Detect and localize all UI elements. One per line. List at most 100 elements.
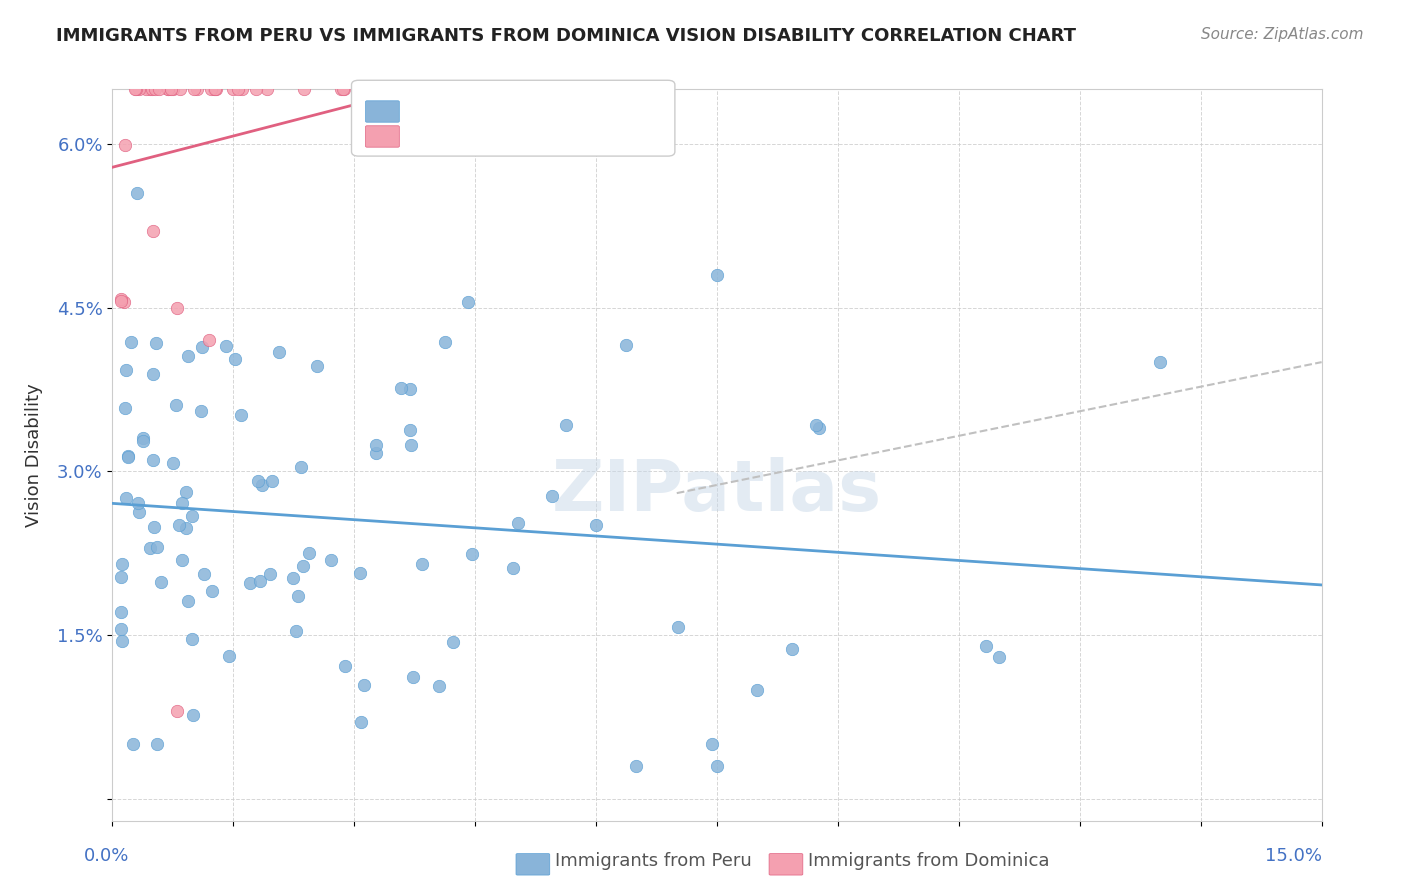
Point (364, 446, 387, 460)
Point (506, 516, 529, 531)
Point (142, 520, 165, 534)
Point (115, 491, 138, 505)
Point (505, 82, 527, 96)
Point (353, 678, 375, 692)
Point (174, 485, 197, 500)
Point (148, 82, 170, 96)
Text: Immigrants from Dominica: Immigrants from Dominica (808, 852, 1050, 870)
Point (332, 82, 354, 96)
Point (988, 649, 1011, 664)
Point (249, 574, 271, 588)
Point (555, 417, 578, 432)
Point (183, 82, 205, 96)
Point (165, 398, 187, 412)
Point (162, 456, 184, 470)
Point (330, 82, 353, 96)
Point (290, 459, 312, 474)
Point (142, 367, 165, 381)
Point (142, 224, 165, 238)
Point (149, 574, 172, 589)
Point (110, 622, 132, 636)
Point (292, 82, 315, 96)
Point (231, 82, 253, 96)
Point (747, 682, 769, 697)
Point (441, 635, 464, 649)
Point (156, 82, 179, 96)
Point (143, 82, 166, 96)
Point (132, 431, 155, 445)
Point (141, 82, 163, 96)
Point (285, 624, 308, 638)
Point (252, 477, 274, 491)
Point (114, 363, 136, 377)
Point (110, 570, 132, 584)
Text: N = 95: N = 95 (506, 103, 569, 120)
Point (614, 337, 637, 351)
Point (170, 496, 193, 510)
Point (411, 557, 433, 571)
Point (260, 475, 283, 489)
Point (349, 714, 371, 729)
Point (222, 82, 245, 96)
Point (180, 632, 202, 647)
Point (398, 382, 420, 396)
Point (502, 82, 524, 96)
Point (132, 434, 155, 448)
Point (112, 295, 135, 310)
Point (259, 566, 281, 581)
Point (117, 450, 139, 464)
Point (127, 186, 149, 201)
Point (191, 340, 214, 354)
Point (399, 437, 422, 451)
Point (176, 349, 198, 363)
Point (333, 659, 356, 673)
Point (201, 583, 224, 598)
Point (120, 334, 142, 349)
Point (474, 82, 496, 96)
Text: IMMIGRANTS FROM PERU VS IMMIGRANTS FROM DOMINICA VISION DISABILITY CORRELATION C: IMMIGRANTS FROM PERU VS IMMIGRANTS FROM … (56, 27, 1076, 45)
Point (974, 639, 997, 653)
Text: Immigrants from Peru: Immigrants from Peru (555, 852, 752, 870)
Point (218, 648, 240, 663)
Point (399, 82, 422, 96)
Point (174, 521, 197, 535)
Point (162, 82, 184, 96)
Point (200, 82, 222, 96)
Point (807, 421, 830, 435)
Point (321, 553, 343, 567)
Point (205, 82, 228, 96)
Point (541, 489, 564, 503)
Point (117, 449, 139, 463)
Point (160, 82, 183, 96)
Point (364, 438, 387, 452)
Point (114, 401, 136, 415)
Point (172, 552, 194, 566)
Point (585, 518, 607, 533)
Point (706, 268, 728, 282)
Point (167, 517, 190, 532)
Point (287, 589, 309, 603)
Point (190, 404, 212, 418)
Point (434, 82, 457, 96)
Point (505, 82, 527, 96)
Point (111, 557, 134, 571)
Point (700, 737, 723, 751)
Point (114, 138, 136, 153)
Point (457, 295, 479, 310)
Point (215, 339, 238, 353)
Point (626, 759, 648, 773)
Point (139, 541, 162, 555)
Point (666, 620, 689, 634)
Point (111, 634, 134, 648)
Point (256, 82, 278, 96)
Y-axis label: Vision Disability: Vision Disability (25, 383, 44, 527)
Point (139, 82, 162, 96)
Point (226, 82, 249, 96)
Point (267, 345, 290, 359)
Point (110, 292, 132, 306)
Point (204, 82, 226, 96)
Text: N = 45: N = 45 (506, 131, 569, 149)
Point (146, 540, 169, 554)
Point (305, 359, 328, 374)
Point (292, 559, 315, 574)
